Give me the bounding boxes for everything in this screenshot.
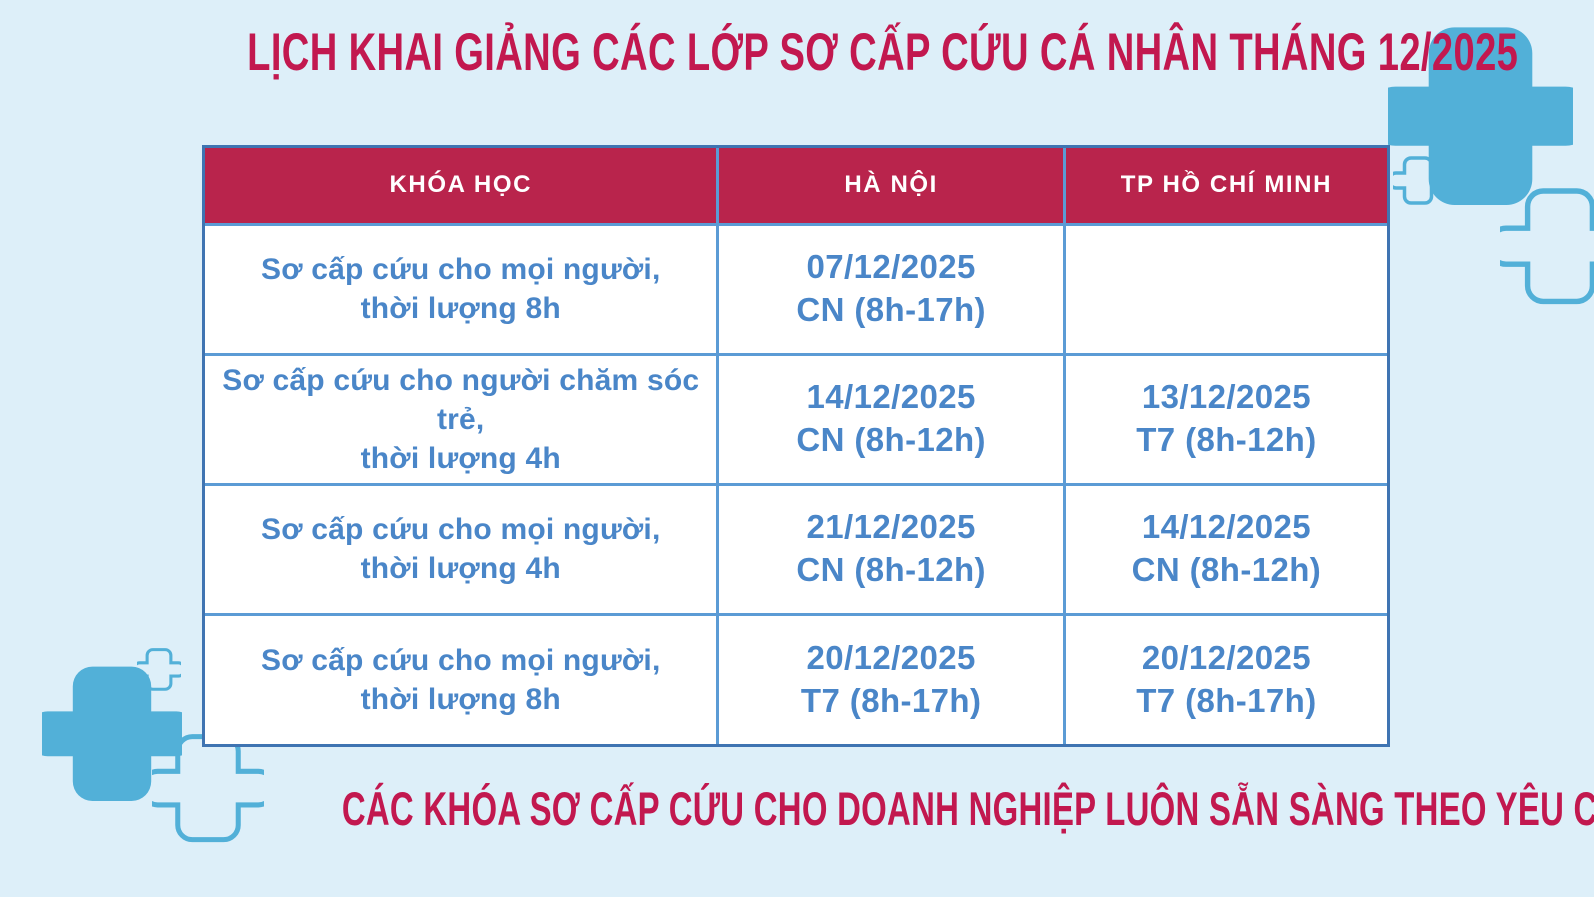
cell-course: Sơ cấp cứu cho mọi người, thời lượng 8h bbox=[205, 224, 720, 356]
cell-course: Sơ cấp cứu cho mọi người, thời lượng 4h bbox=[205, 484, 720, 616]
hanoi-schedule: 21/12/2025 CN (8h-12h) bbox=[796, 508, 986, 588]
table-row: Sơ cấp cứu cho mọi người, thời lượng 4h … bbox=[205, 484, 1387, 616]
table-row: Sơ cấp cứu cho người chăm sóc trẻ, thời … bbox=[205, 354, 1387, 486]
medical-cross-outline-medium-top-right-icon bbox=[1500, 188, 1594, 305]
column-header-course: KHÓA HỌC bbox=[205, 148, 720, 226]
footer-note: CÁC KHÓA SƠ CẤP CỨU CHO DOANH NGHIỆP LUÔ… bbox=[341, 782, 1594, 835]
table-header-row: KHÓA HỌC HÀ NỘI TP HỒ CHÍ MINH bbox=[205, 148, 1387, 226]
course-name: Sơ cấp cứu cho mọi người, thời lượng 4h bbox=[261, 513, 661, 585]
hochiminh-schedule: 20/12/2025 T7 (8h-17h) bbox=[1136, 638, 1317, 719]
hochiminh-schedule: 14/12/2025 CN (8h-12h) bbox=[1131, 508, 1322, 588]
column-header-hochiminh: TP HỒ CHÍ MINH bbox=[1064, 148, 1387, 226]
hanoi-schedule: 07/12/2025 CN (8h-17h) bbox=[796, 248, 986, 328]
medical-cross-outline-small-top-right-icon bbox=[1393, 156, 1443, 205]
cell-hanoi: 20/12/2025 T7 (8h-17h) bbox=[717, 614, 1066, 744]
cell-hochiminh bbox=[1064, 224, 1387, 356]
table-row: Sơ cấp cứu cho mọi người, thời lượng 8h … bbox=[205, 614, 1387, 744]
cell-hochiminh: 20/12/2025 T7 (8h-17h) bbox=[1064, 614, 1387, 744]
cell-hanoi: 07/12/2025 CN (8h-17h) bbox=[717, 224, 1066, 356]
cell-hochiminh: 14/12/2025 CN (8h-12h) bbox=[1064, 484, 1387, 616]
cell-course: Sơ cấp cứu cho mọi người, thời lượng 8h bbox=[205, 614, 720, 744]
medical-cross-filled-large-bottom-left-icon bbox=[42, 666, 182, 801]
hanoi-schedule: 20/12/2025 T7 (8h-17h) bbox=[800, 638, 982, 719]
course-name: Sơ cấp cứu cho người chăm sóc trẻ, thời … bbox=[222, 363, 700, 475]
hanoi-schedule: 14/12/2025 CN (8h-12h) bbox=[796, 378, 986, 458]
cell-hanoi: 14/12/2025 CN (8h-12h) bbox=[717, 354, 1066, 486]
page-title-container: LỊCH KHAI GIẢNG CÁC LỚP SƠ CẤP CỨU CÁ NH… bbox=[0, 26, 1594, 79]
medical-cross-outline-small-bottom-left-icon bbox=[137, 648, 181, 691]
page-title: LỊCH KHAI GIẢNG CÁC LỚP SƠ CẤP CỨU CÁ NH… bbox=[247, 23, 1519, 82]
schedule-table-container: KHÓA HỌC HÀ NỘI TP HỒ CHÍ MINH Sơ cấp cứ… bbox=[202, 145, 1390, 747]
course-name: Sơ cấp cứu cho mọi người, thời lượng 8h bbox=[261, 643, 661, 716]
column-header-hanoi: HÀ NỘI bbox=[717, 148, 1066, 226]
cell-course: Sơ cấp cứu cho người chăm sóc trẻ, thời … bbox=[205, 354, 720, 486]
hochiminh-schedule: 13/12/2025 T7 (8h-12h) bbox=[1136, 378, 1317, 458]
cell-hanoi: 21/12/2025 CN (8h-12h) bbox=[717, 484, 1066, 616]
course-name: Sơ cấp cứu cho mọi người, thời lượng 8h bbox=[261, 253, 661, 325]
schedule-table: KHÓA HỌC HÀ NỘI TP HỒ CHÍ MINH Sơ cấp cứ… bbox=[205, 148, 1387, 744]
footer-container: CÁC KHÓA SƠ CẤP CỨU CHO DOANH NGHIỆP LUÔ… bbox=[0, 785, 1594, 832]
table-row: Sơ cấp cứu cho mọi người, thời lượng 8h … bbox=[205, 224, 1387, 356]
cell-hochiminh: 13/12/2025 T7 (8h-12h) bbox=[1064, 354, 1387, 486]
